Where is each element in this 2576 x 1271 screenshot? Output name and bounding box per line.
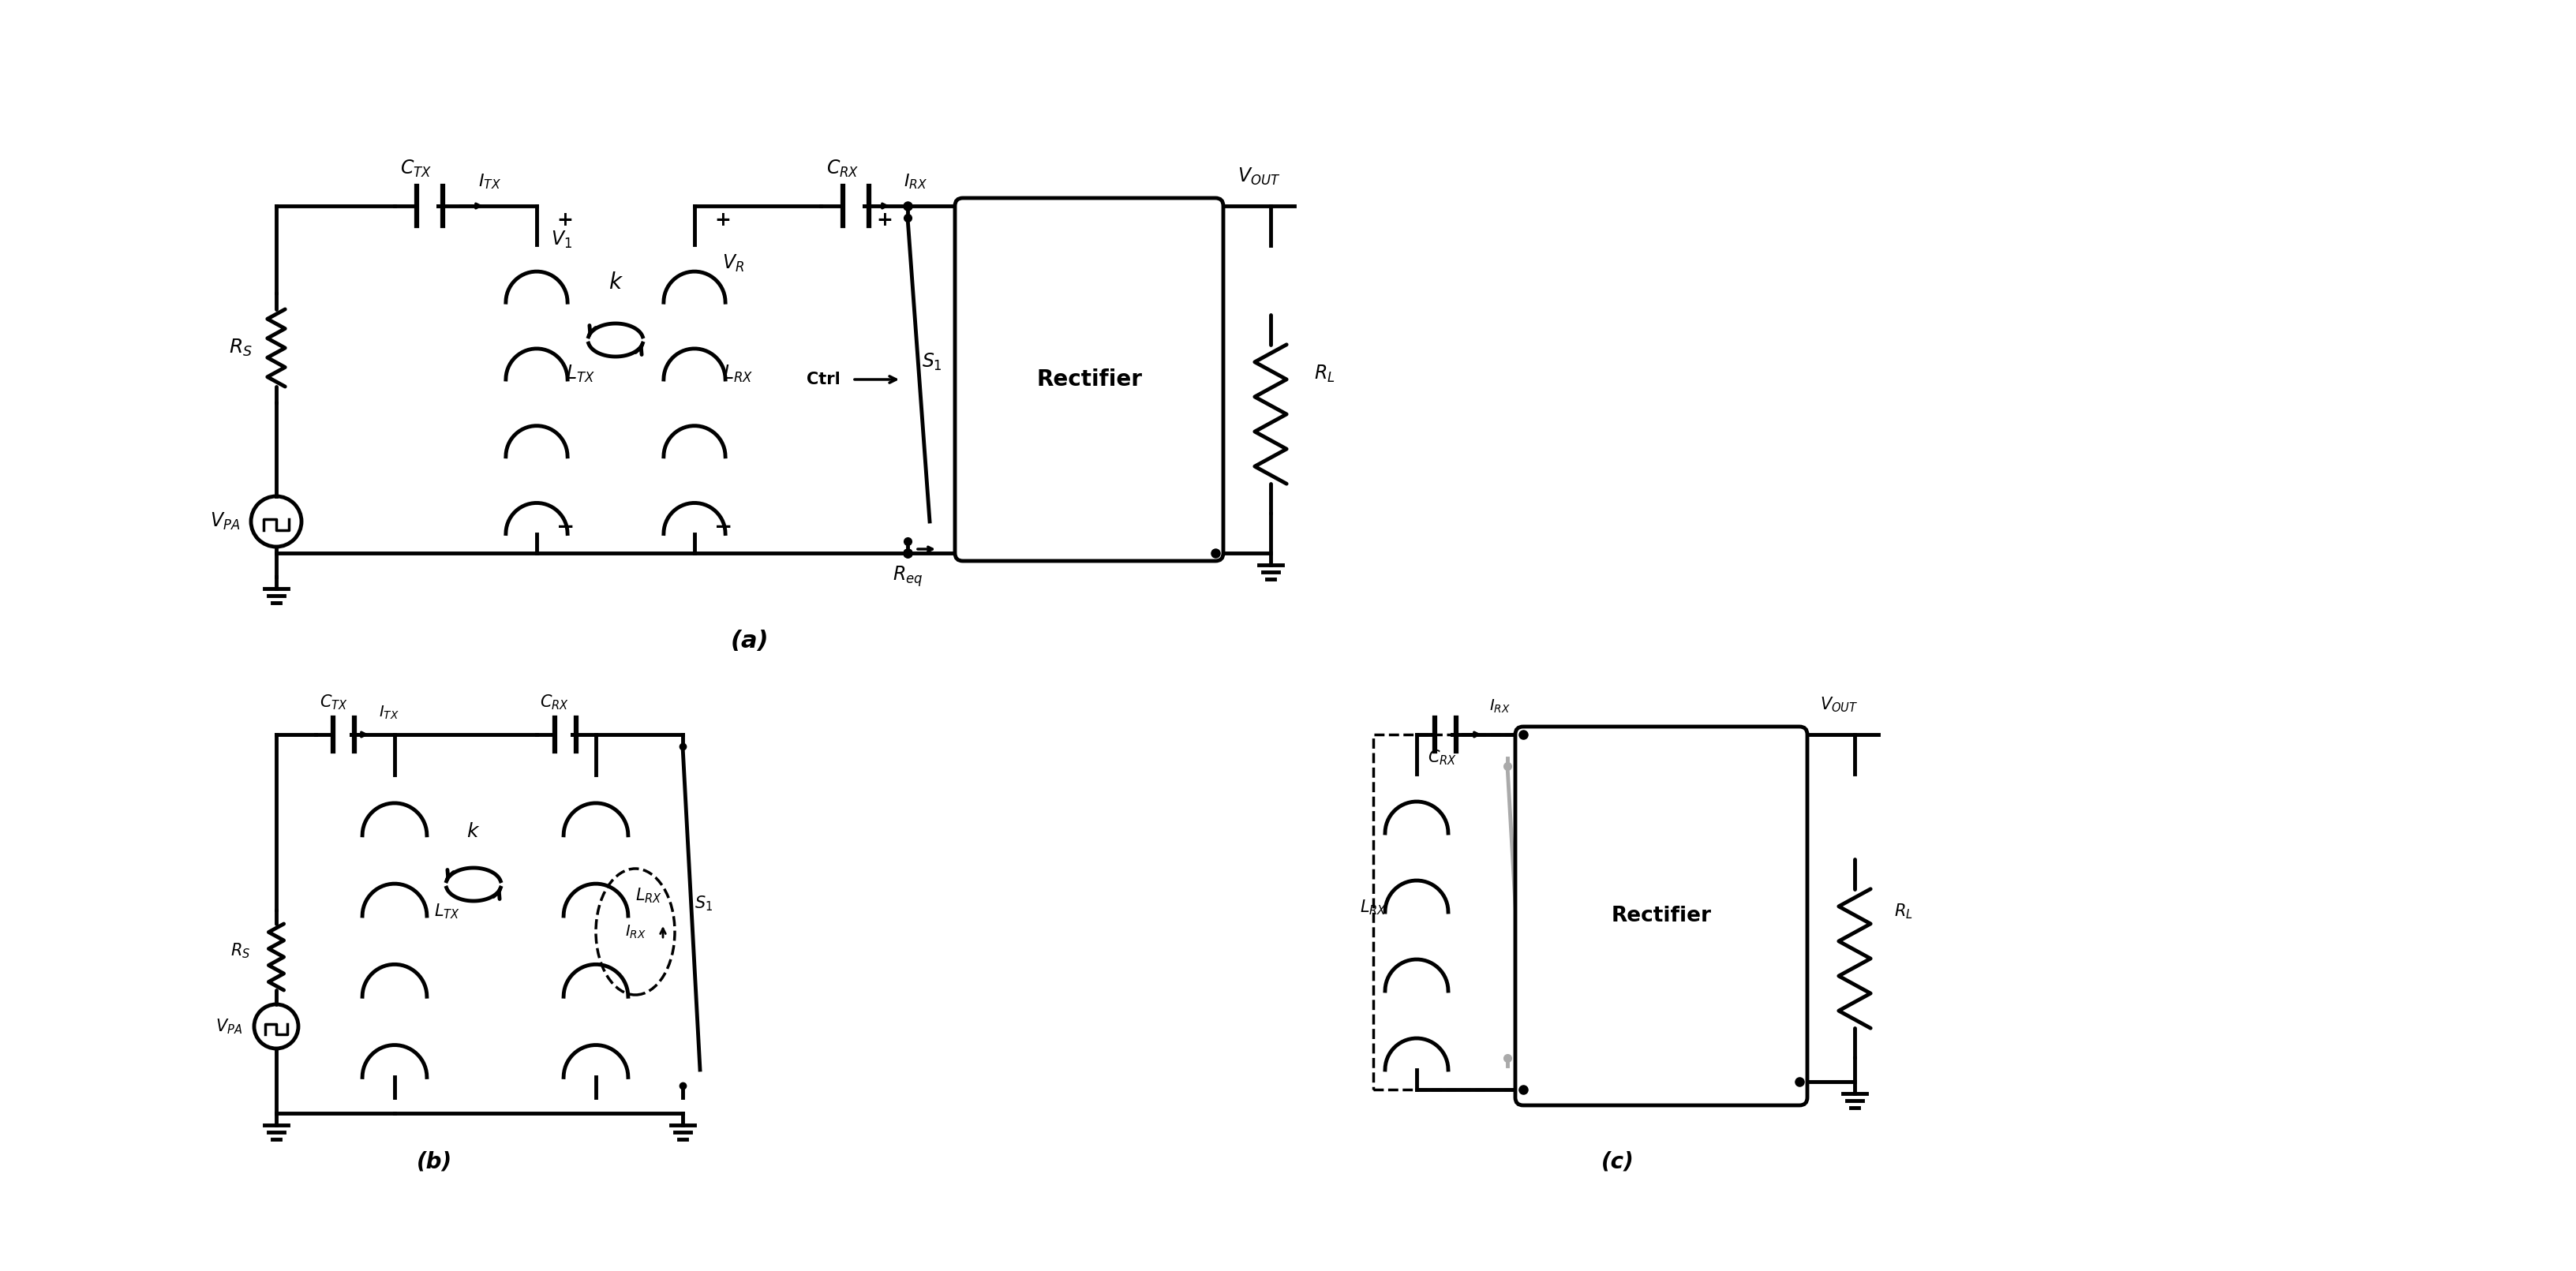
Text: Ctrl: Ctrl: [806, 371, 840, 388]
Text: +: +: [714, 211, 732, 230]
Text: $C_{RX}$: $C_{RX}$: [541, 693, 569, 712]
Text: $S_1$: $S_1$: [1520, 897, 1538, 916]
Text: $I_{TX}$: $I_{TX}$: [479, 172, 500, 191]
Text: +: +: [876, 211, 891, 230]
Text: $L_{TX}$: $L_{TX}$: [567, 364, 595, 384]
Text: $I_{TX}$: $I_{TX}$: [379, 704, 399, 722]
Text: $C_{TX}$: $C_{TX}$: [399, 159, 433, 179]
Text: $I_{RX}$: $I_{RX}$: [1489, 698, 1510, 716]
Text: $R_S$: $R_S$: [229, 338, 252, 358]
Text: −: −: [556, 516, 574, 538]
Text: (a): (a): [732, 629, 770, 652]
Text: $S_1$: $S_1$: [922, 352, 943, 372]
Text: $R_{eq}$: $R_{eq}$: [891, 564, 922, 588]
Text: (b): (b): [417, 1152, 451, 1173]
FancyBboxPatch shape: [956, 198, 1224, 561]
Text: $I_{RX}$: $I_{RX}$: [904, 172, 927, 191]
Text: $S_1$: $S_1$: [696, 894, 714, 913]
Text: $V_{PA}$: $V_{PA}$: [209, 511, 240, 531]
Text: −: −: [714, 516, 732, 538]
Text: $C_{RX}$: $C_{RX}$: [827, 159, 858, 179]
Text: $L_{RX}$: $L_{RX}$: [636, 886, 662, 905]
Text: $I_{RX}$: $I_{RX}$: [626, 923, 647, 941]
Text: +: +: [556, 211, 572, 230]
Text: $k$: $k$: [608, 272, 623, 294]
FancyBboxPatch shape: [1515, 727, 1808, 1106]
Text: $C_{TX}$: $C_{TX}$: [319, 693, 348, 712]
Text: $R_L$: $R_L$: [1314, 364, 1334, 384]
Text: $C_{RX}$: $C_{RX}$: [1427, 747, 1458, 766]
Text: $L_{RX}$: $L_{RX}$: [1360, 897, 1386, 916]
Text: $V_{PA}$: $V_{PA}$: [216, 1017, 242, 1036]
Text: $V_1$: $V_1$: [551, 230, 572, 250]
Text: $R_S$: $R_S$: [232, 942, 250, 960]
Text: $V_{OUT}$: $V_{OUT}$: [1236, 167, 1280, 187]
Text: Rectifier: Rectifier: [1610, 906, 1710, 927]
Text: $R_L$: $R_L$: [1893, 901, 1914, 920]
Text: $L_{TX}$: $L_{TX}$: [435, 901, 461, 920]
Text: $V_{OUT}$: $V_{OUT}$: [1819, 695, 1857, 714]
Text: $k$: $k$: [466, 822, 479, 841]
Text: Rectifier: Rectifier: [1036, 369, 1141, 390]
Text: (c): (c): [1602, 1152, 1633, 1173]
Text: $L_{RX}$: $L_{RX}$: [724, 364, 752, 384]
Text: $V_R$: $V_R$: [721, 253, 744, 275]
